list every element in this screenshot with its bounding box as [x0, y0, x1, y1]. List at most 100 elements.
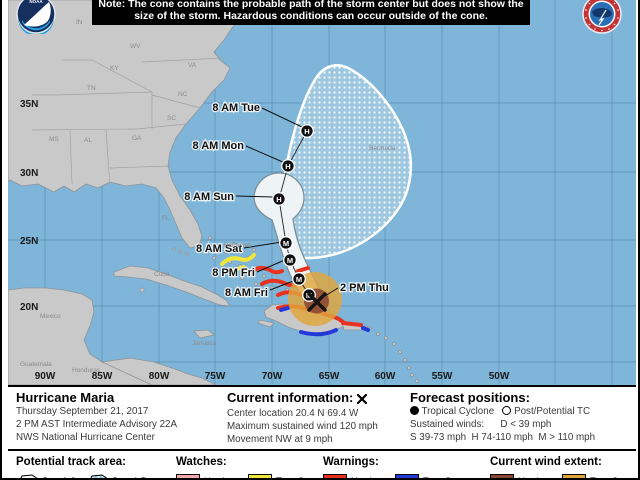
note-banner: Note: The cone contains the probable pat… [92, 0, 530, 25]
svg-text:FL: FL [162, 215, 170, 222]
svg-text:WV: WV [130, 43, 141, 50]
current-info-block: Current information: Center location 20.… [227, 391, 378, 446]
svg-text:MS: MS [49, 136, 59, 143]
svg-text:75W: 75W [205, 371, 226, 382]
svg-text:M: M [283, 239, 289, 248]
movement: Movement NW at 9 mph [227, 434, 333, 445]
label-8am-tue: 8 AM Tue [212, 102, 260, 114]
marker-key-line: Tropical Cyclone Post/Potential TC [410, 405, 595, 418]
legend-extent-hurricane: Hurricane [490, 474, 559, 478]
label-8am-sat: 8 AM Sat [196, 243, 242, 255]
wind-key-m: M > 110 mph [538, 432, 596, 443]
svg-text:55W: 55W [432, 371, 453, 382]
note-text: Note: The cone contains the probable pat… [98, 0, 524, 22]
cone-day13-icon [20, 474, 38, 478]
svg-text:AL: AL [84, 137, 92, 144]
svg-text:60W: 60W [375, 371, 396, 382]
marker-sat-am: M [279, 236, 293, 250]
noaa-logo: NOAA [16, 0, 56, 34]
marker-mon-am: H [281, 159, 295, 173]
svg-text:IN: IN [76, 19, 83, 26]
label-8am-fri: 8 AM Fri [225, 287, 268, 299]
legend-watches-title: Watches: [176, 456, 227, 468]
legend-watch-hurricane: Hurricane [176, 474, 245, 478]
svg-text:Guatemala: Guatemala [20, 361, 52, 368]
marker-fri-am: M [292, 272, 306, 286]
legend-watch-tropstm: Trop Stm [248, 474, 315, 478]
svg-text:30N: 30N [20, 168, 38, 179]
svg-text:M: M [287, 256, 293, 265]
label-2pm-thu: 2 PM Thu [340, 282, 389, 294]
map-area: M M M M H H H 8 AM Tue 8 AM Mon 8 AM Sun… [8, 0, 636, 385]
forecast-positions-title: Forecast positions: [410, 390, 530, 405]
nws-logo [582, 0, 622, 34]
svg-text:35N: 35N [20, 99, 38, 110]
marker-fri-pm: M [283, 253, 297, 267]
svg-text:Bahamas: Bahamas [224, 242, 252, 249]
svg-text:Cuba: Cuba [154, 271, 170, 278]
legend-warnings-title: Warnings: [323, 456, 379, 468]
forecast-positions-block: Forecast positions: Tropical Cyclone Pos… [410, 391, 595, 444]
hurricane-extent-swatch [490, 474, 514, 478]
cone-day45-icon [90, 474, 108, 478]
wind-categories-line: S 39-73 mph H 74-110 mph M > 110 mph [410, 431, 595, 444]
label-8am-sun: 8 AM Sun [184, 191, 234, 203]
svg-text:20N: 20N [20, 302, 38, 313]
svg-text:50W: 50W [489, 371, 510, 382]
svg-text:Jamaica: Jamaica [192, 340, 217, 347]
svg-text:Mexico: Mexico [40, 313, 61, 320]
svg-text:TN: TN [87, 85, 96, 92]
svg-text:90W: 90W [35, 371, 56, 382]
sustained-winds-line: Sustained winds: D < 39 mph [410, 419, 552, 430]
legend-wind-extent-title: Current wind extent: [490, 456, 602, 468]
tropstm-watch-swatch [248, 474, 272, 478]
legend-panel: Potential track area: Watches: Warnings:… [8, 453, 636, 478]
svg-text:65W: 65W [319, 371, 340, 382]
svg-text:Honduras: Honduras [72, 367, 101, 374]
landmass-us [8, 0, 253, 256]
svg-text:SC: SC [167, 115, 176, 122]
svg-text:85W: 85W [92, 371, 113, 382]
advisory-number: 2 PM AST Intermediate Advisory 22A [16, 419, 178, 430]
info-panel: Hurricane Maria Thursday September 21, 2… [8, 385, 636, 451]
center-location: Center location 20.4 N 69.4 W [227, 408, 359, 419]
legend-track-area-title: Potential track area: [16, 456, 126, 468]
cone-day4-5 [281, 64, 413, 260]
marker-tue-am: H [300, 124, 314, 138]
label-8am-mon: 8 AM Mon [192, 140, 244, 152]
legend-day45: Day 4-5 [86, 474, 146, 478]
noaa-logo-text: NOAA [29, 0, 43, 4]
max-sustained-wind: Maximum sustained wind 120 mph [227, 421, 378, 432]
coordinate-labels: 35N 30N 25N 20N 90W 85W 80W 75W 70W 65W … [20, 99, 510, 382]
svg-text:H: H [285, 162, 290, 171]
tropstm-extent-swatch [562, 474, 586, 478]
storm-name: Hurricane Maria [16, 390, 115, 405]
marker-sun-am: H [272, 192, 286, 206]
svg-text:H: H [276, 195, 281, 204]
wind-key-h: H 74-110 mph [471, 432, 533, 443]
svg-text:VA: VA [188, 62, 197, 69]
svg-text:GA: GA [132, 135, 142, 142]
agency-name: NWS National Hurricane Center [16, 432, 155, 443]
landmass-central-america [8, 287, 217, 385]
svg-text:KY: KY [110, 65, 119, 72]
label-leaders [235, 107, 339, 300]
svg-text:70W: 70W [262, 371, 283, 382]
legend-warning-hurricane: Hurricane [323, 474, 392, 478]
tropical-cyclone-dot-icon [410, 406, 419, 415]
svg-text:Bermuda: Bermuda [369, 145, 396, 152]
svg-text:M: M [296, 275, 302, 284]
hurricane-warning-swatch [323, 474, 347, 478]
current-position-symbol [357, 393, 368, 407]
svg-text:25N: 25N [20, 236, 38, 247]
legend-extent-tropstm: Trop Stm [562, 474, 629, 478]
label-8pm-fri: 8 PM Fri [212, 267, 255, 279]
map-svg: M M M M H H H 8 AM Tue 8 AM Mon 8 AM Sun… [8, 0, 636, 385]
svg-text:80W: 80W [149, 371, 170, 382]
svg-text:NC: NC [178, 91, 188, 98]
legend-warning-tropstm: Trop Stm [395, 474, 462, 478]
tropstm-warning-swatch [395, 474, 419, 478]
place-labels: OH IN KY WV VA TN NC SC GA AL MS FL Cuba… [20, 9, 396, 374]
advisory-date: Thursday September 21, 2017 [16, 406, 149, 417]
